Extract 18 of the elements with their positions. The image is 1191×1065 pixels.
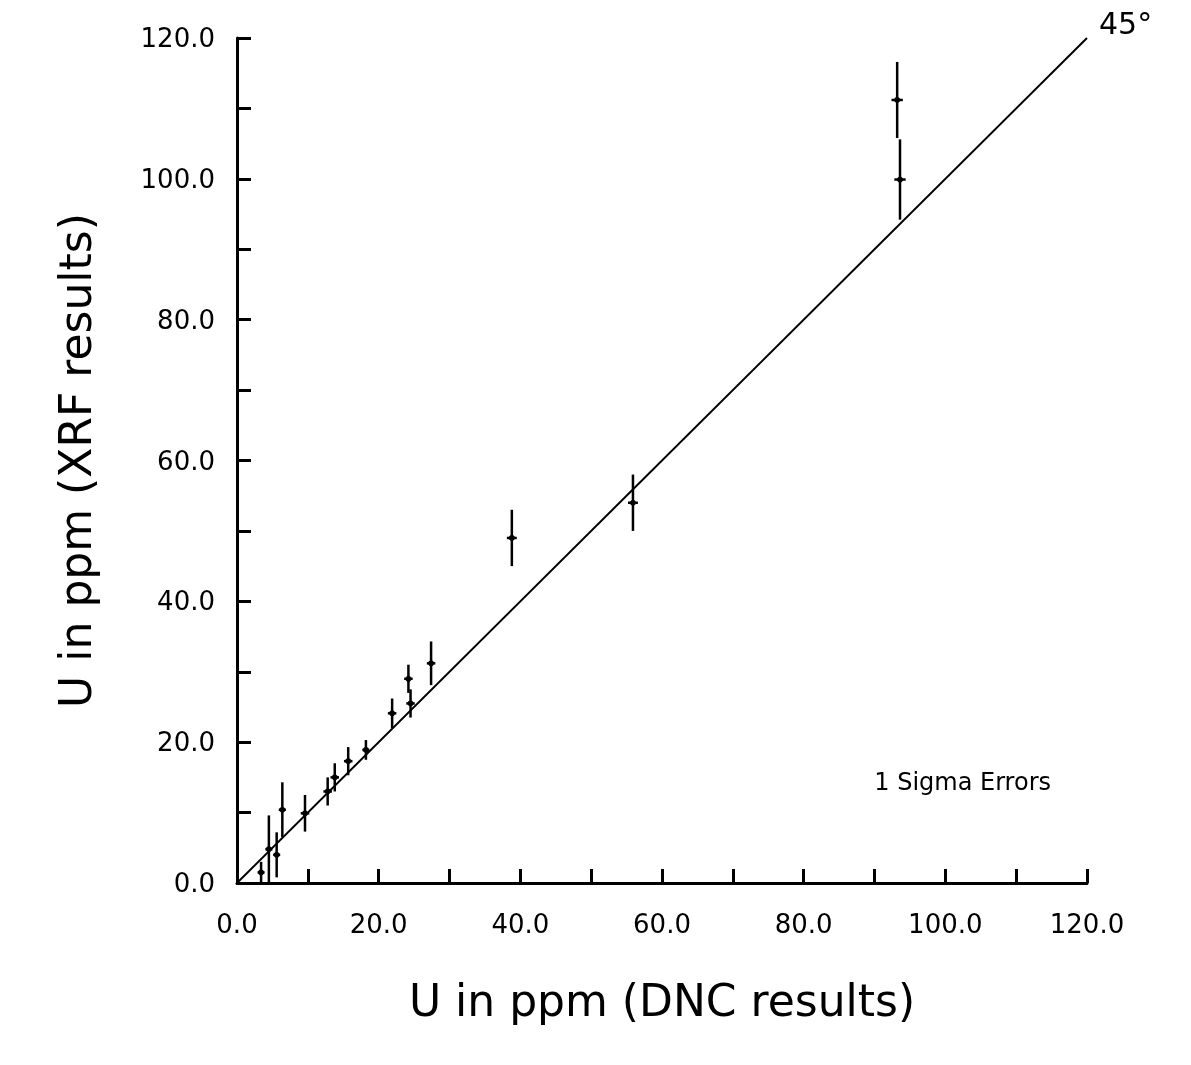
annotation: 1 Sigma Errors [874, 768, 1052, 796]
y-tick-label: 120.0 [140, 23, 215, 53]
x-tick-label: 100.0 [908, 909, 983, 939]
x-tick-label: 40.0 [491, 909, 550, 939]
annotation: 45° [1099, 5, 1153, 41]
y-tick-label: 0.0 [173, 868, 215, 898]
x-tick-label: 80.0 [774, 909, 833, 939]
y-tick-label: 20.0 [157, 727, 215, 758]
x-tick-label: 20.0 [349, 909, 408, 939]
x-tick-label: 0.0 [216, 909, 258, 939]
y-tick-label: 40.0 [157, 586, 215, 617]
y-axis-title: U in ppm (XRF results) [49, 213, 101, 708]
x-axis-title: U in ppm (DNC results) [408, 974, 916, 1026]
y-tick-label: 80.0 [157, 304, 215, 335]
y-tick-label: 60.0 [157, 445, 215, 476]
y-tick-label: 100.0 [140, 163, 215, 194]
x-tick-label: 120.0 [1049, 909, 1125, 939]
x-tick-label: 60.0 [633, 909, 691, 939]
